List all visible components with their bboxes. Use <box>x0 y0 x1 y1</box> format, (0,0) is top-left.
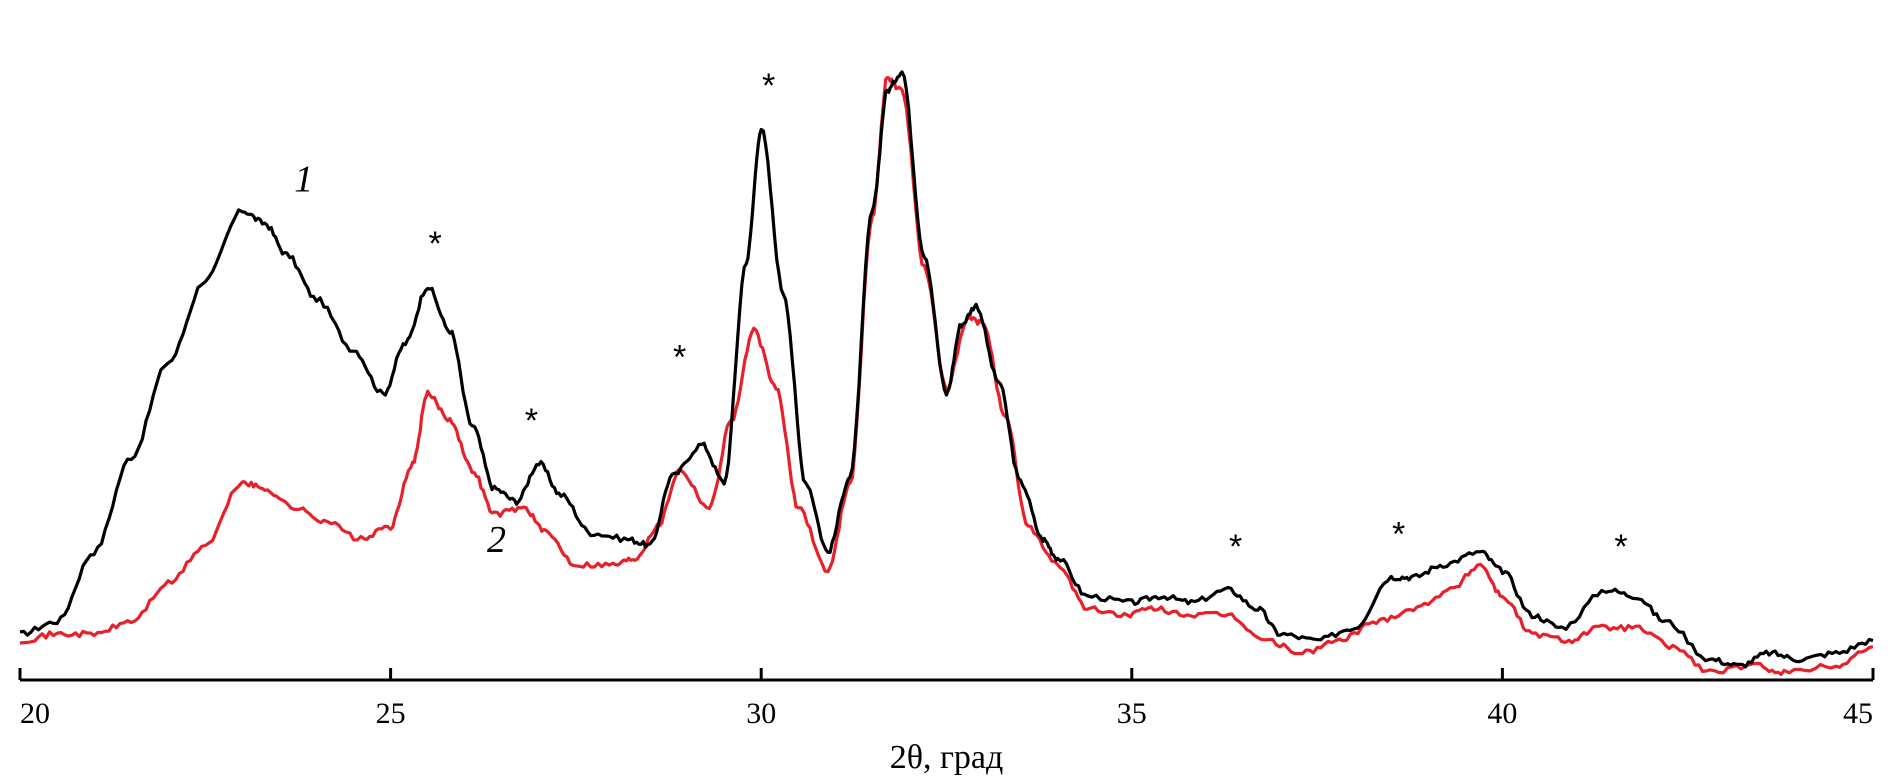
x-tick-label: 25 <box>376 697 406 730</box>
x-axis-title: 2θ, град <box>890 739 1004 776</box>
curve-labels-group: 12 <box>294 159 506 561</box>
peak-marker: * <box>673 339 686 377</box>
peak-marker: * <box>428 225 441 263</box>
series-1-line <box>19 70 1874 669</box>
peak-markers-group: * * * * * * * <box>428 67 1627 566</box>
peak-marker: * <box>762 67 775 105</box>
series-2-label: 2 <box>487 519 506 561</box>
peak-marker: * <box>1229 528 1242 566</box>
x-axis-ticks: 20 25 30 35 40 45 <box>18 668 1875 730</box>
x-tick-label: 40 <box>1487 697 1517 730</box>
x-tick-label: 20 <box>20 697 50 730</box>
peak-marker: * <box>525 402 538 440</box>
x-tick-label: 30 <box>746 697 776 730</box>
curves-group <box>19 70 1874 676</box>
x-tick-label: 35 <box>1117 697 1147 730</box>
peak-marker: * <box>1614 528 1627 566</box>
series-1-label: 1 <box>294 159 313 201</box>
peak-marker: * <box>1392 516 1405 554</box>
x-tick-label: 45 <box>1843 697 1873 730</box>
